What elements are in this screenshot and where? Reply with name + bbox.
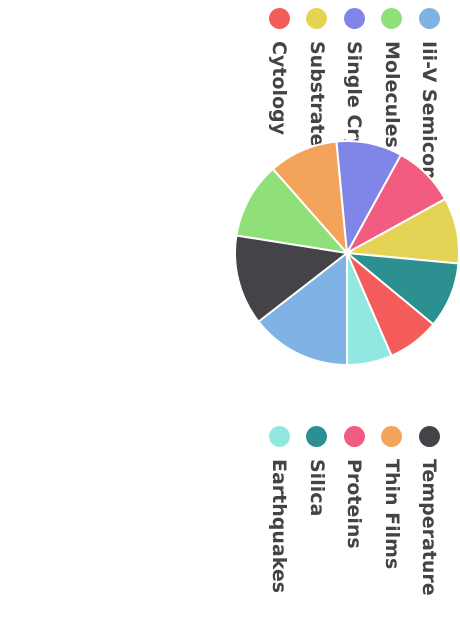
pie-slice-earthquakes[interactable] [346,252,393,367]
pie-slice-molecules[interactable] [235,167,350,255]
pie-slice-temperature[interactable] [234,234,350,324]
pie-slice-iii-v-semiconductors[interactable] [257,250,348,367]
